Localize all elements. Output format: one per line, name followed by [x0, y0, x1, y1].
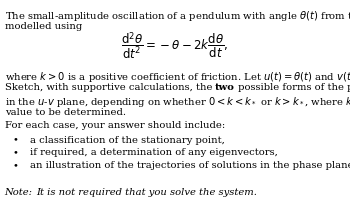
Text: $\dfrac{\mathrm{d}^2\theta}{\mathrm{d}t^2} = -\theta - 2k\dfrac{\mathrm{d}\theta: $\dfrac{\mathrm{d}^2\theta}{\mathrm{d}t^…: [121, 31, 229, 62]
Text: if required, a determination of any eigenvectors,: if required, a determination of any eige…: [30, 148, 278, 157]
Text: It is not required that you solve the system.: It is not required that you solve the sy…: [36, 187, 257, 196]
Text: two: two: [215, 82, 235, 91]
Text: For each case, your answer should include:: For each case, your answer should includ…: [5, 121, 225, 129]
Text: a classification of the stationary point,: a classification of the stationary point…: [30, 135, 225, 144]
Text: Sketch, with supportive calculations, the: Sketch, with supportive calculations, th…: [5, 82, 215, 91]
Text: •: •: [13, 135, 19, 144]
Text: The small-amplitude oscillation of a pendulum with angle $\theta(t)$ from the ve: The small-amplitude oscillation of a pen…: [5, 9, 350, 23]
Text: where $k > 0$ is a positive coefficient of friction. Let $u(t) = \theta(t)$ and : where $k > 0$ is a positive coefficient …: [5, 70, 350, 84]
Text: Note:: Note:: [5, 187, 36, 196]
Text: value to be determined.: value to be determined.: [5, 107, 126, 116]
Text: •: •: [13, 160, 19, 169]
Text: possible forms of the phase portrait: possible forms of the phase portrait: [235, 82, 350, 91]
Text: in the $u$-$v$ plane, depending on whether $0 < k < k_*$ or $k > k_*$, where $k_: in the $u$-$v$ plane, depending on wheth…: [5, 95, 350, 109]
Text: an illustration of the trajectories of solutions in the phase plane.: an illustration of the trajectories of s…: [30, 160, 350, 169]
Text: •: •: [13, 148, 19, 157]
Text: modelled using: modelled using: [5, 22, 82, 30]
